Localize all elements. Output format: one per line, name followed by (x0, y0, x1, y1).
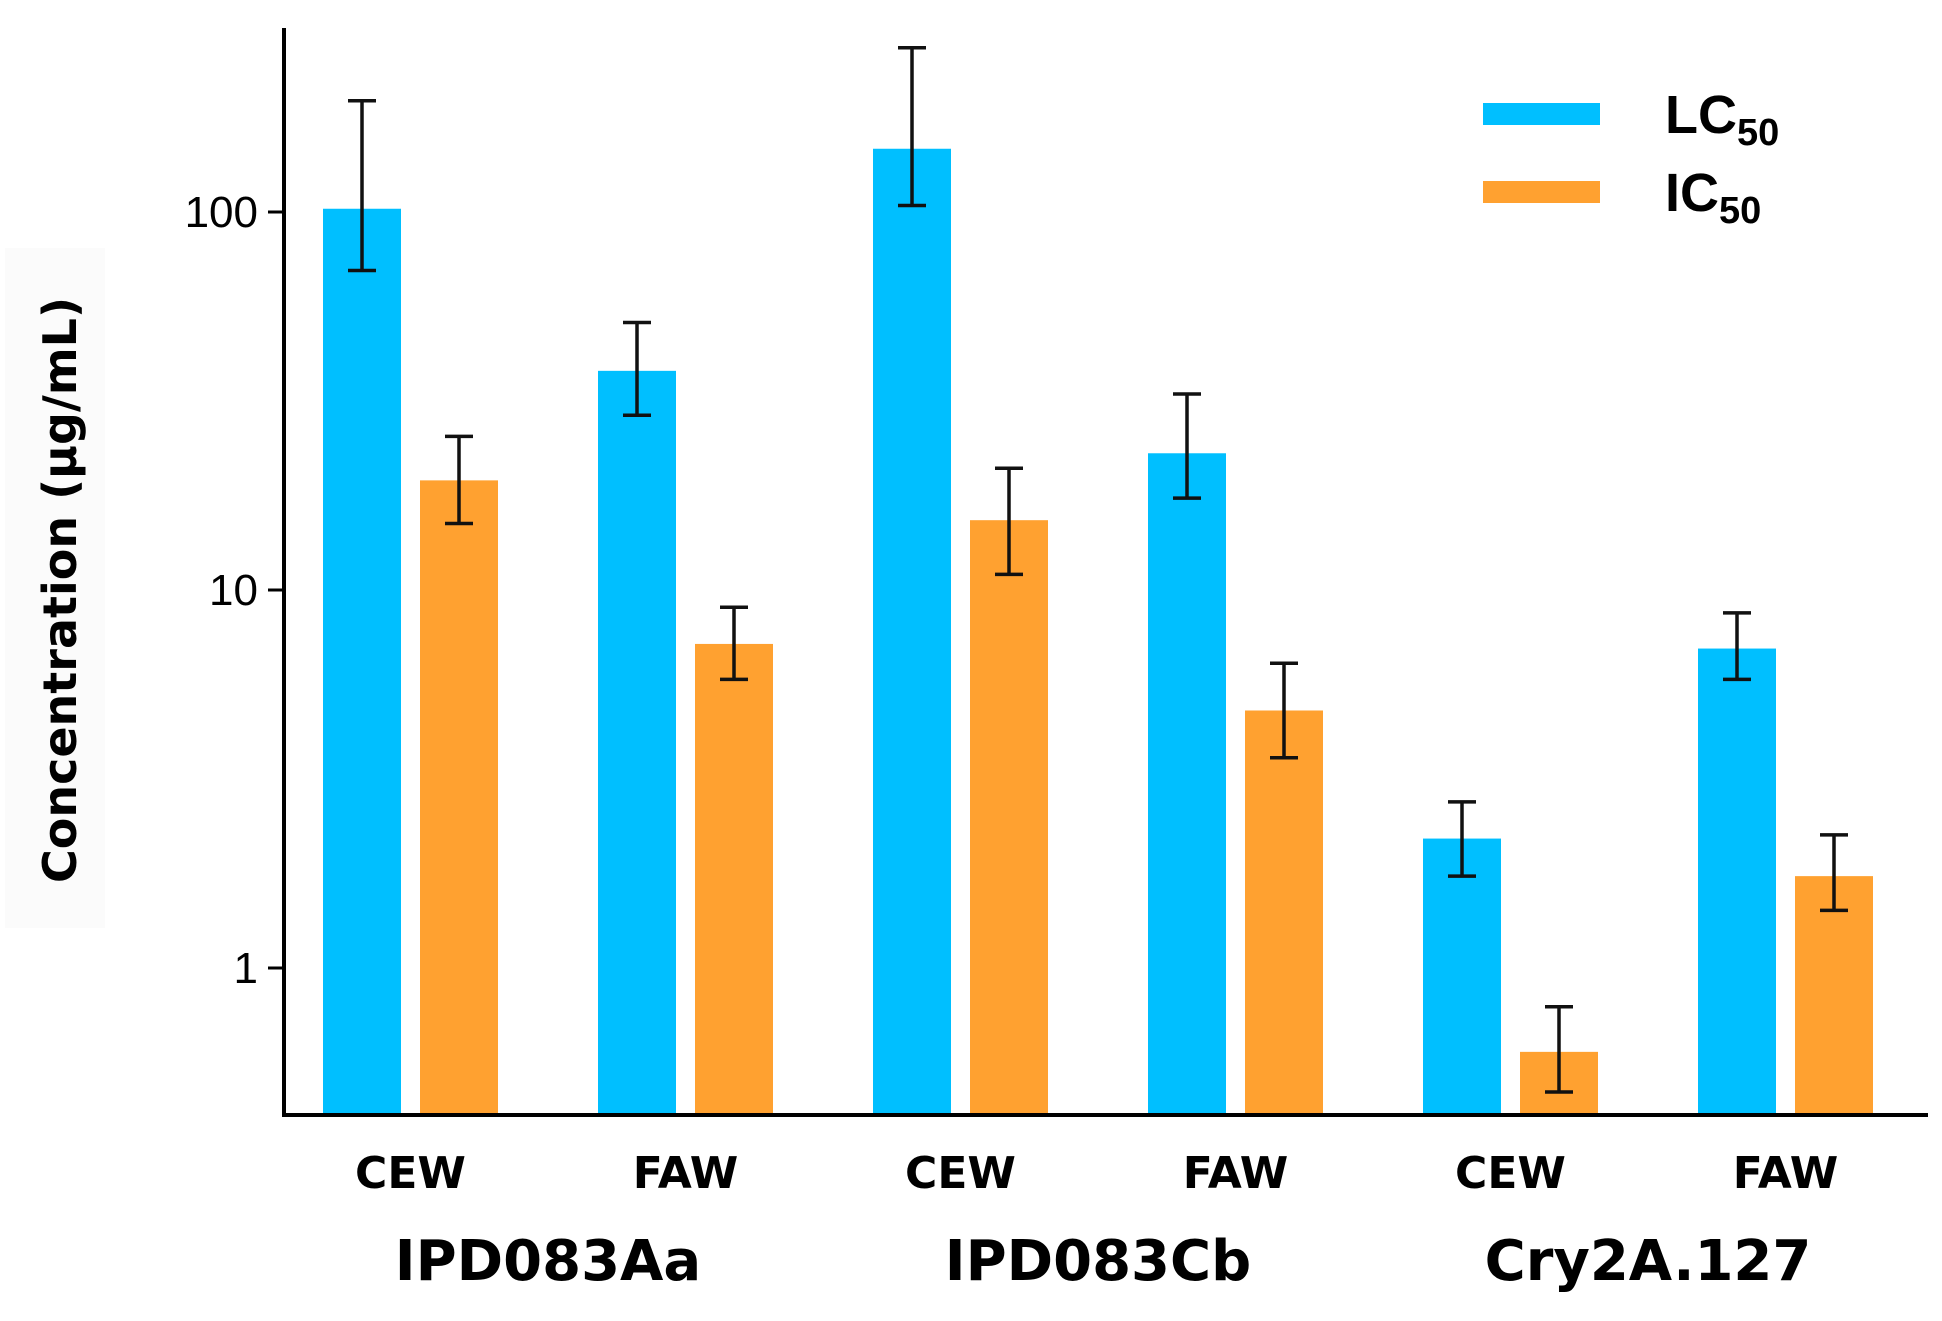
bar-lc50-faw (1148, 453, 1226, 1116)
x-group-label: IPD083Cb (945, 1229, 1251, 1294)
x-labels: CEW FAW CEW FAW CEW FAW IPD083Aa IPD083Cb Cry2A.… (355, 1148, 1838, 1294)
x-category-label: CEW (1455, 1148, 1566, 1199)
legend: LC50 IC50 (1483, 85, 1779, 232)
ylabel-backdrop (5, 248, 105, 928)
bar-lc50-cew (323, 208, 401, 1115)
legend-swatch-ic50 (1483, 181, 1600, 203)
y-tick-label: 10 (209, 566, 258, 615)
legend-label-lc50: LC50 (1665, 85, 1779, 154)
y-tick-label: 1 (234, 944, 258, 993)
bars-layer (323, 148, 1873, 1116)
bar-ic50-cew (970, 520, 1048, 1115)
bar-ic50-faw (695, 643, 773, 1115)
y-ticks: 1 10 100 (185, 188, 284, 993)
bar-lc50-cew (1423, 838, 1501, 1115)
x-category-label: FAW (633, 1148, 739, 1199)
bar-ic50-cew (420, 480, 498, 1115)
x-group-label: Cry2A.127 (1485, 1229, 1812, 1294)
x-category-label: CEW (905, 1148, 1016, 1199)
x-category-label: CEW (355, 1148, 466, 1199)
legend-label-ic50: IC50 (1665, 163, 1761, 232)
y-tick-label: 100 (185, 188, 258, 237)
bar-ic50-faw (1795, 876, 1873, 1115)
legend-swatch-lc50 (1483, 103, 1600, 125)
y-axis-label: Concentration (µg/mL) (33, 297, 87, 883)
x-category-label: FAW (1183, 1148, 1289, 1199)
x-category-label: FAW (1733, 1148, 1839, 1199)
bar-lc50-faw (598, 370, 676, 1115)
bar-lc50-faw (1698, 648, 1776, 1115)
bar-lc50-cew (873, 148, 951, 1116)
x-group-label: IPD083Aa (395, 1229, 701, 1294)
errorbars-layer (348, 45, 1848, 1094)
bar-ic50-faw (1245, 710, 1323, 1115)
